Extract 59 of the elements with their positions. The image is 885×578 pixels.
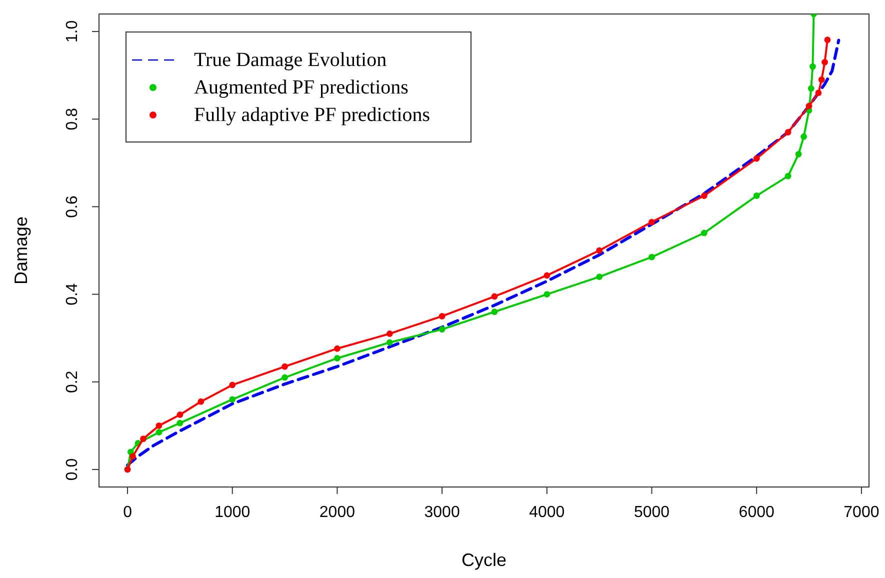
x-tick-label: 3000 bbox=[424, 504, 460, 521]
point bbox=[815, 90, 822, 96]
point bbox=[800, 133, 807, 140]
point bbox=[818, 76, 825, 83]
point bbox=[130, 453, 136, 460]
x-axis-title: Cycle bbox=[461, 550, 507, 570]
point bbox=[596, 247, 603, 254]
point bbox=[140, 436, 146, 442]
point bbox=[806, 102, 812, 110]
point bbox=[795, 150, 802, 158]
x-tick-label: 7000 bbox=[844, 504, 880, 521]
point bbox=[824, 36, 831, 44]
point bbox=[700, 192, 708, 199]
y-tick-label: 0.0 bbox=[64, 458, 81, 481]
x-tick-label: 0 bbox=[123, 504, 132, 521]
point bbox=[596, 274, 603, 280]
y-tick-label: 0.4 bbox=[64, 283, 81, 306]
point bbox=[753, 192, 760, 199]
point bbox=[700, 230, 708, 236]
y-axis-title: Damage bbox=[11, 216, 31, 285]
legend-label: True Damage Evolution bbox=[194, 49, 387, 71]
point bbox=[809, 63, 816, 70]
point bbox=[822, 58, 828, 66]
point bbox=[334, 355, 340, 362]
point bbox=[386, 339, 393, 346]
x-tick-label: 6000 bbox=[738, 504, 774, 521]
point bbox=[438, 312, 446, 320]
point bbox=[648, 218, 655, 226]
point bbox=[156, 422, 162, 429]
point bbox=[198, 398, 204, 405]
point bbox=[491, 293, 498, 300]
point bbox=[784, 172, 792, 180]
point bbox=[176, 420, 184, 426]
point bbox=[808, 85, 814, 92]
point bbox=[229, 382, 236, 388]
y-tick-label: 0.8 bbox=[64, 108, 81, 130]
x-tick-label: 1000 bbox=[214, 504, 250, 521]
x-tick-label: 4000 bbox=[529, 504, 565, 521]
point bbox=[544, 291, 550, 298]
point bbox=[544, 272, 550, 279]
point bbox=[282, 374, 288, 381]
x-tick-label: 5000 bbox=[634, 504, 670, 521]
point bbox=[753, 155, 760, 162]
point bbox=[176, 412, 184, 418]
point bbox=[386, 330, 393, 337]
point bbox=[784, 129, 792, 136]
point bbox=[156, 429, 162, 436]
legend-label: Fully adaptive PF predictions bbox=[194, 104, 430, 126]
x-tick-label: 2000 bbox=[319, 504, 356, 521]
legend-label: Augmented PF predictions bbox=[194, 76, 409, 98]
point bbox=[438, 326, 446, 333]
point bbox=[648, 254, 655, 260]
point bbox=[282, 363, 288, 370]
point bbox=[229, 396, 236, 403]
point bbox=[491, 308, 498, 316]
y-tick-label: 0.6 bbox=[64, 195, 81, 218]
point bbox=[334, 345, 340, 352]
y-tick-label: 0.2 bbox=[64, 370, 81, 394]
y-tick-label: 1.0 bbox=[64, 20, 81, 43]
